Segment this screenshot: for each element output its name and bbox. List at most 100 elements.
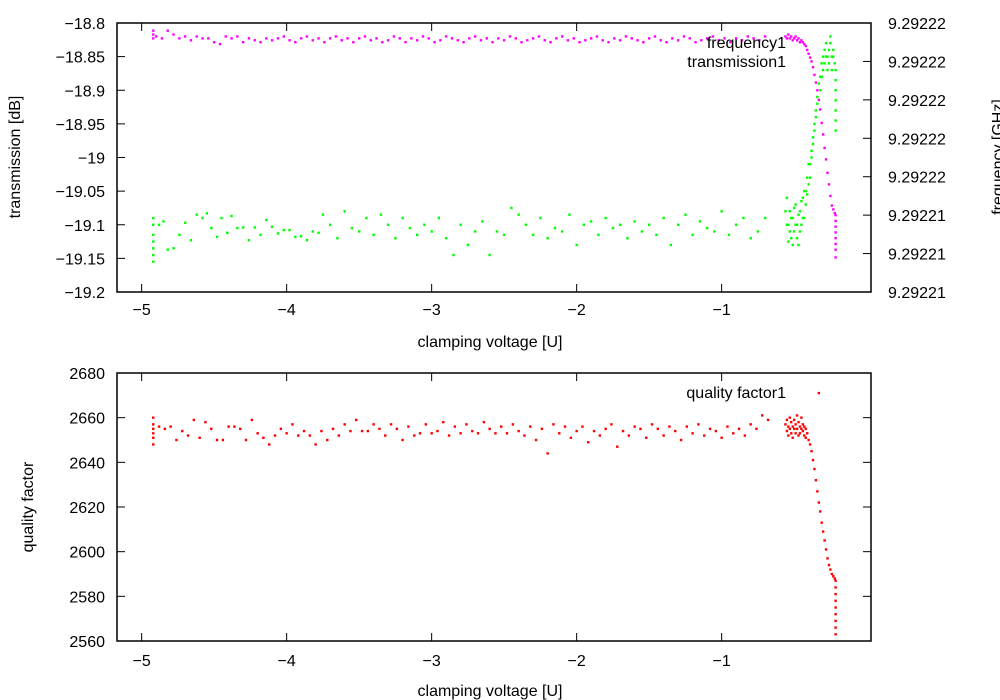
data-point xyxy=(823,539,826,542)
top-x-ticks: −5 −4 −3 −2 −1 xyxy=(133,23,731,319)
data-point xyxy=(262,436,265,439)
data-point xyxy=(791,216,794,220)
x-tick-label: −5 xyxy=(133,653,151,670)
data-point xyxy=(392,35,396,38)
data-point xyxy=(459,432,462,435)
data-point xyxy=(630,37,633,40)
data-point xyxy=(210,226,213,230)
data-point xyxy=(711,35,715,38)
data-point xyxy=(517,429,520,433)
data-point xyxy=(797,37,800,40)
data-point xyxy=(288,228,291,232)
data-point xyxy=(785,223,789,226)
data-point xyxy=(618,223,622,226)
data-point xyxy=(520,41,523,44)
data-point xyxy=(531,233,535,237)
data-point xyxy=(826,68,829,72)
data-point xyxy=(804,427,807,431)
data-point xyxy=(589,220,593,223)
data-point xyxy=(816,490,819,493)
data-point xyxy=(834,109,837,112)
data-point xyxy=(502,233,506,237)
data-point xyxy=(645,436,648,439)
data-point xyxy=(834,242,837,246)
data-point xyxy=(756,230,760,233)
data-point xyxy=(790,237,793,240)
data-point xyxy=(346,37,349,40)
data-point xyxy=(668,425,671,428)
data-point xyxy=(320,429,323,433)
x-tick-label: −1 xyxy=(713,653,731,670)
data-point xyxy=(230,214,233,218)
data-point xyxy=(195,213,198,216)
data-point xyxy=(723,37,726,40)
data-point xyxy=(826,557,829,560)
y-tick-label: −19.1 xyxy=(65,218,106,235)
data-point xyxy=(299,37,303,40)
data-point xyxy=(305,35,309,38)
y2-tick-label: 9.29221 xyxy=(888,285,946,302)
data-point xyxy=(834,626,837,629)
data-point xyxy=(810,156,813,159)
data-point xyxy=(273,434,277,437)
data-point xyxy=(758,39,761,42)
data-point xyxy=(814,81,818,84)
data-point xyxy=(589,37,593,40)
data-point xyxy=(154,35,158,38)
data-point xyxy=(401,216,404,220)
data-point xyxy=(801,41,805,44)
data-point xyxy=(169,425,172,428)
data-point xyxy=(784,210,787,213)
data-point xyxy=(224,35,227,38)
data-point xyxy=(808,56,812,59)
data-point xyxy=(299,234,303,238)
data-point xyxy=(152,33,155,36)
data-point xyxy=(221,438,225,442)
series-frequency1 xyxy=(152,29,837,259)
y2-tick-label: 9.29222 xyxy=(888,16,946,33)
bottom-points xyxy=(152,391,837,636)
data-point xyxy=(386,223,390,226)
y2-tick-label: 9.29222 xyxy=(888,170,946,187)
data-point xyxy=(827,563,831,567)
y-tick-label: 2600 xyxy=(69,545,105,562)
data-point xyxy=(476,432,480,435)
data-point xyxy=(357,230,361,233)
data-point xyxy=(834,68,837,72)
data-point xyxy=(671,37,674,40)
data-point xyxy=(494,432,497,435)
data-point xyxy=(256,432,259,435)
data-point xyxy=(820,75,823,78)
data-point xyxy=(626,237,629,240)
data-point xyxy=(282,228,285,232)
data-point xyxy=(655,233,658,237)
data-point xyxy=(546,237,549,240)
data-point xyxy=(787,33,790,36)
data-point xyxy=(163,427,167,431)
data-point xyxy=(705,37,709,40)
data-point xyxy=(834,586,837,589)
data-point xyxy=(497,37,500,40)
data-point xyxy=(152,260,155,263)
y2-tick-label: 9.29222 xyxy=(888,93,946,110)
data-point xyxy=(152,247,155,250)
data-point xyxy=(553,226,557,230)
data-point xyxy=(227,425,230,428)
data-point xyxy=(819,510,822,513)
data-point xyxy=(452,253,455,257)
y-tick-label: −18.95 xyxy=(56,117,105,134)
data-point xyxy=(766,418,770,422)
data-point xyxy=(210,427,213,431)
data-point xyxy=(823,48,826,52)
data-point xyxy=(569,436,573,439)
data-point xyxy=(827,183,831,186)
data-point xyxy=(788,427,791,431)
data-point xyxy=(172,33,175,36)
data-point xyxy=(792,418,796,422)
data-point xyxy=(592,429,596,433)
data-point xyxy=(563,425,567,428)
data-point xyxy=(186,434,190,437)
data-point xyxy=(829,194,832,198)
data-point xyxy=(524,223,528,226)
